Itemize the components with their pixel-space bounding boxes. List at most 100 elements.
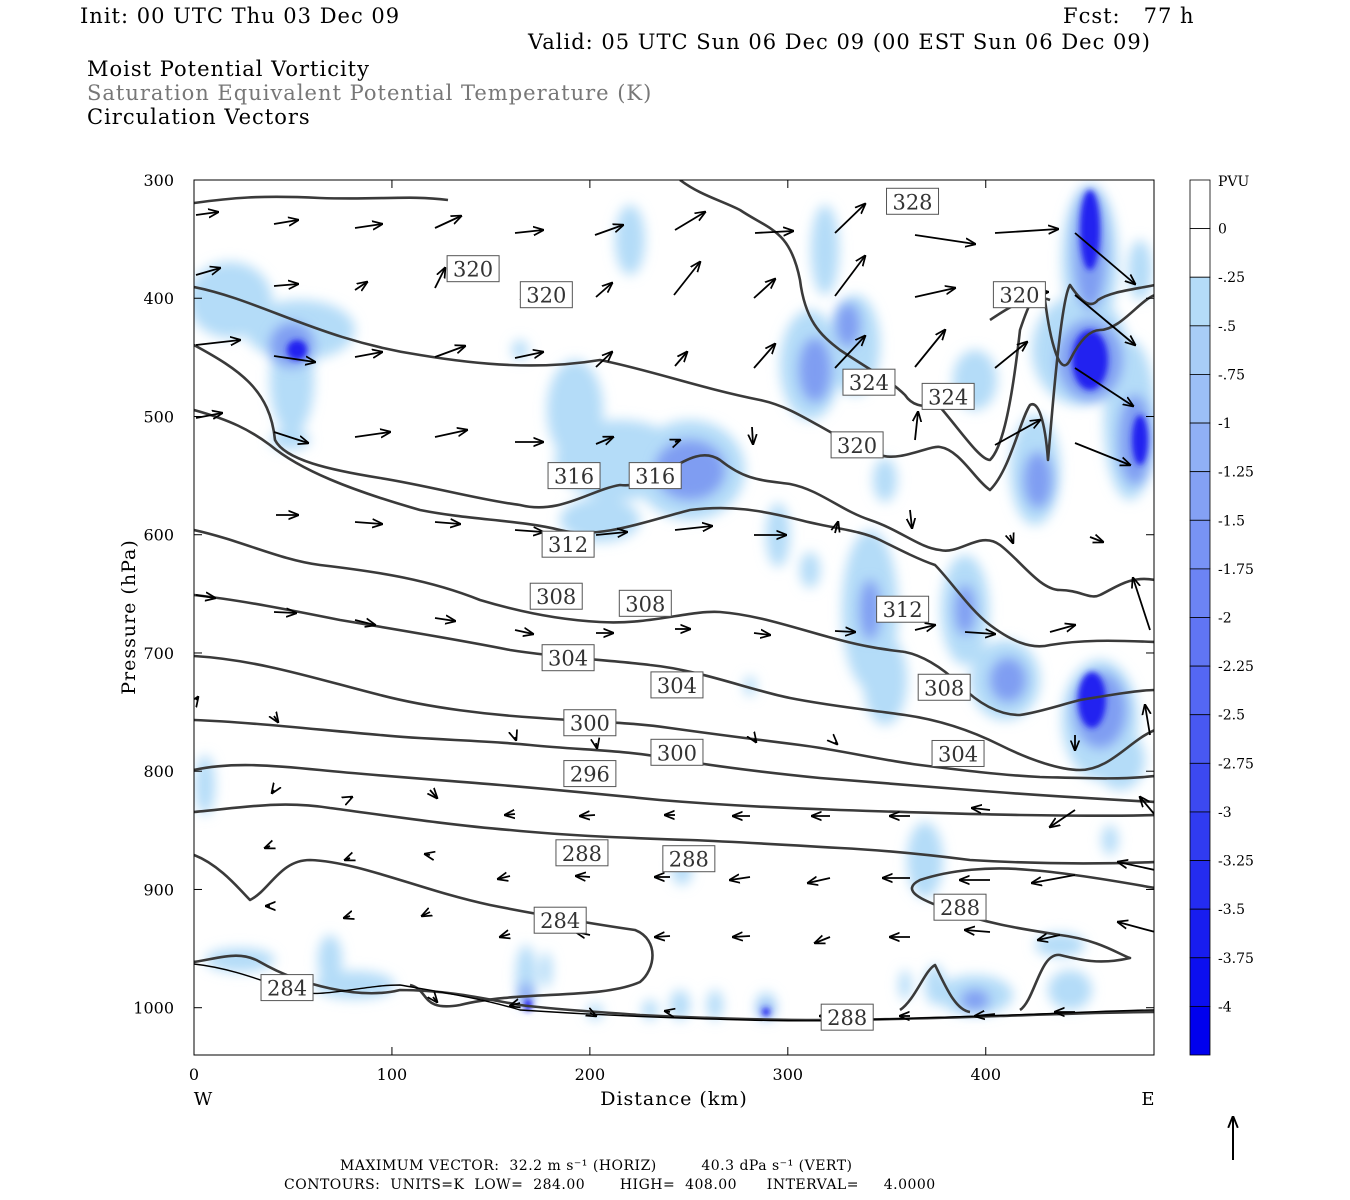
wind-vector [265,846,270,848]
wind-vector [994,420,1040,446]
wind-vector [498,876,511,879]
contour-label: 284 [260,974,314,1002]
forecast-hour: Fcst: 77 h [1063,4,1195,28]
colorbar-swatch [1189,471,1211,521]
wind-vector [834,631,855,632]
max-vector-info: MAXIMUM VECTOR: 32.2 m s⁻¹ (HORIZ) 40.3 … [340,1158,853,1174]
colorbar-swatch [1189,665,1211,716]
wind-vector [576,876,591,877]
y-tick-label: 800 [143,762,174,781]
colorbar-label: -4 [1218,999,1232,1015]
wind-vector [596,743,597,748]
wind-vector [195,595,215,598]
west-label: W [194,1089,213,1110]
colorbar-label: -.25 [1218,270,1245,286]
wind-vector [514,530,543,532]
contour-label: 304 [931,739,985,767]
colorbar-swatch [1189,617,1211,667]
wind-vector [514,630,533,634]
contour-label: 288 [555,839,609,867]
contour-label: 320 [519,281,573,309]
wind-vector [673,262,700,296]
wind-vector [965,930,991,932]
wind-vector [195,212,218,215]
wind-vector [834,256,865,297]
colorbar-label: -3.5 [1218,902,1245,918]
wind-vector [753,279,775,299]
wind-vector [834,336,865,369]
colorbar-swatch [1189,276,1211,327]
wind-vector [754,739,756,742]
contour-label-text: 300 [657,741,697,765]
contour-label-text: 324 [849,371,889,395]
colorbar-swatch [1189,422,1211,473]
colorbar-label: -2.25 [1218,659,1254,675]
wind-vector [1089,537,1103,542]
colorbar-label: -1.75 [1218,562,1254,578]
contour-label: 304 [541,644,595,672]
wind-vector [1118,922,1154,933]
wind-vector [914,625,935,630]
x-tick-label: 200 [575,1065,606,1084]
colorbar-unit: PVU [1218,174,1250,190]
contour-label-text: 324 [928,385,968,409]
colorbar-label: -2.5 [1218,708,1245,724]
colorbar-label: -3 [1218,805,1232,821]
x-tick-label: 100 [377,1065,408,1084]
wind-vector [425,854,430,855]
y-axis: 300 400 500 600 700 800 900 1000 [133,171,1154,1018]
contour-label: 308 [529,582,583,610]
contour-label-text: 304 [938,742,978,766]
contour-label: 316 [628,462,682,490]
wind-vector [272,790,274,793]
contour-labels: 328 320 320 320 324 324 320 316 316 312 308 308 312 3… [260,187,1046,1031]
contour-label: 284 [533,906,587,934]
wind-vector [510,1003,520,1006]
wind-vector [274,716,278,722]
colorbar-label: -3.75 [1218,951,1254,967]
x-axis: 0 100 200 300 400 [189,180,1001,1084]
colorbar-label: -3.25 [1218,854,1254,870]
contour-label: 296 [563,760,617,788]
colorbar-swatch [1189,179,1211,230]
contour-label-text: 284 [267,977,307,1001]
wind-vector [354,352,382,357]
contour-label-text: 288 [827,1006,867,1030]
wind-vector [434,216,461,229]
colorbar-label: -.75 [1218,367,1245,383]
pv-colorbar: 0 -.25 -.5 -.75 -1 -1.25 -1.5 -1.75 -2 -2.25 -2.5 -… [1189,179,1254,1056]
colorbar-swatch [1189,762,1211,813]
contour-label-text: 288 [940,896,980,920]
wind-vector [344,916,350,918]
colorbar-label: -2 [1218,611,1232,627]
wind-vector [964,632,995,634]
x-tick-label: 400 [970,1065,1001,1084]
wind-vector [1145,705,1150,736]
wind-vector [354,522,382,524]
wind-vector [994,229,1058,233]
wind-vector [1074,294,1135,345]
wind-vector [754,231,793,233]
colorbar-label: -2.75 [1218,756,1254,772]
contour-label-text: 316 [635,465,675,489]
contour-label: 288 [933,893,987,921]
wind-vector [273,612,296,613]
wind-vector [752,426,753,444]
wind-vector [354,282,367,290]
wind-vector [350,797,352,798]
colorbar-swatch [1189,811,1211,861]
wind-vector [273,220,298,224]
plot-frame [193,179,1155,1056]
valid-time: Valid: 05 UTC Sun 06 Dec 09 (00 EST Sun … [528,30,1151,54]
wind-vector [674,212,705,231]
wind-vector [195,340,240,345]
wind-vector [1010,535,1013,543]
contour-label-text: 284 [540,909,580,933]
contour-label: 308 [618,589,672,617]
wind-vector [910,509,912,528]
colorbar-swatch [1189,519,1211,570]
colorbar-swatch [1189,908,1211,959]
wind-vector [674,352,687,367]
contour-label-text: 320 [999,284,1039,308]
x-tick-label: 0 [189,1065,199,1084]
